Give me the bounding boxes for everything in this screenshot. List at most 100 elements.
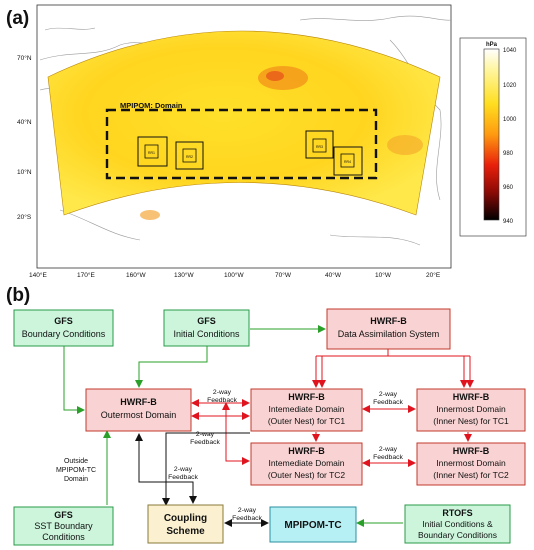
svg-text:RR2: RR2 [186, 155, 193, 159]
gfs-initial-conditions-box: GFS Initial Conditions [163, 309, 250, 347]
low-pressure-area [140, 210, 160, 220]
colorbar-tick: 960 [503, 185, 514, 191]
hwrf-intermediate-tc2-box: HWRF-B Intemediate Domain (Outer Nest) f… [250, 442, 363, 486]
lat-label: 70°N [17, 54, 32, 62]
lat-label: 40°N [17, 118, 32, 126]
svg-text:Scheme: Scheme [166, 526, 205, 537]
mpipom-tc-box: MPIPOM-TC [269, 506, 357, 543]
feedback-label: Feedback [190, 439, 220, 446]
svg-text:Initial Conditions &: Initial Conditions & [422, 519, 493, 529]
feedback-label: 2-way [238, 507, 257, 514]
svg-text:(Inner Nest) for TC2: (Inner Nest) for TC2 [433, 470, 509, 480]
feedback-label: Feedback [207, 397, 237, 404]
colorbar: hPa 1040 1020 1000 980 960 940 [459, 37, 527, 237]
arrow-outer-inter-tc2 [222, 402, 250, 465]
colorbar-tick: 1000 [503, 117, 517, 123]
hwrf-outermost-domain-box: HWRF-B Outermost Domain [85, 388, 192, 432]
svg-text:(Outer Nest) for TC2: (Outer Nest) for TC2 [268, 470, 346, 480]
feedback-label: Feedback [232, 515, 262, 522]
storm-nest-2: RR2 [175, 141, 204, 170]
storm-nest-1: RR1 [137, 136, 168, 167]
lon-labels: 140°E 170°E 160°W 130°W 100°W 70°W 40°W … [29, 271, 441, 279]
svg-text:HWRF-B: HWRF-B [120, 397, 157, 407]
colorbar-scale [483, 48, 500, 221]
svg-text:Intemediate Domain: Intemediate Domain [268, 458, 344, 468]
svg-text:Intemediate Domain: Intemediate Domain [268, 404, 344, 414]
feedback-label: 2-way [213, 389, 232, 396]
hwrf-data-assimilation-box: HWRF-B Data Assimilation System [326, 308, 451, 350]
svg-text:20°E: 20°E [426, 271, 441, 279]
low-pressure-area [387, 135, 423, 155]
svg-text:MPIPOM-TC: MPIPOM-TC [56, 467, 96, 474]
svg-text:GFS: GFS [54, 316, 73, 326]
feedback-label: Feedback [373, 454, 403, 461]
svg-text:RTOFS: RTOFS [442, 508, 472, 518]
hwrf-innermost-tc1-box: HWRF-B Innermost Domain (Inner Nest) for… [416, 388, 526, 432]
svg-text:SST Boundary: SST Boundary [34, 521, 93, 531]
svg-text:170°E: 170°E [77, 271, 95, 279]
svg-text:RR1: RR1 [148, 151, 155, 155]
map-panel: MPIPOM: Domain RR1 RR2 RR3 RR4 70°N 40°N… [17, 4, 527, 279]
svg-text:RR3: RR3 [316, 145, 323, 149]
colorbar-tick: 1040 [503, 48, 517, 54]
svg-text:Innermost Domain: Innermost Domain [436, 458, 506, 468]
svg-text:(Inner Nest) for TC1: (Inner Nest) for TC1 [433, 416, 509, 426]
svg-text:40°W: 40°W [325, 271, 342, 279]
colorbar-unit: hPa [486, 42, 498, 48]
coupling-scheme-box: Coupling Scheme [147, 504, 224, 544]
svg-text:Conditions: Conditions [42, 532, 85, 542]
svg-text:GFS: GFS [197, 316, 216, 326]
svg-text:Outermost Domain: Outermost Domain [101, 410, 177, 420]
arrow-gfs-bc-to-outer [63, 346, 85, 414]
hwrf-innermost-tc2-box: HWRF-B Innermost Domain (Inner Nest) for… [416, 442, 526, 486]
svg-text:HWRF-B: HWRF-B [453, 446, 490, 456]
colorbar-tick: 980 [503, 151, 514, 157]
feedback-labels: 2-way Feedback 2-way Feedback 2-way Feed… [168, 389, 403, 522]
arrow-gfs-ic-to-outer [135, 346, 208, 388]
rtofs-box: RTOFS Initial Conditions & Boundary Cond… [404, 504, 511, 544]
outside-domain-label: Outside MPIPOM-TC Domain [56, 458, 96, 483]
svg-text:Boundary Conditions: Boundary Conditions [418, 530, 497, 540]
svg-text:70°W: 70°W [275, 271, 292, 279]
svg-text:(Outer Nest) for TC1: (Outer Nest) for TC1 [268, 416, 346, 426]
feedback-label: 2-way [379, 391, 398, 398]
svg-text:Innermost Domain: Innermost Domain [436, 404, 506, 414]
flow-arrows [63, 325, 474, 527]
svg-text:HWRF-B: HWRF-B [453, 392, 490, 402]
feedback-label: 2-way [174, 466, 193, 473]
arrow-inter-to-coupling [162, 432, 250, 506]
feedback-label: Feedback [373, 399, 403, 406]
svg-text:Domain: Domain [64, 476, 88, 483]
lat-label: 10°N [17, 168, 32, 176]
svg-text:Coupling: Coupling [164, 513, 207, 524]
hwrf-intermediate-tc1-box: HWRF-B Intemediate Domain (Outer Nest) f… [250, 388, 363, 432]
svg-text:MPIPOM-TC: MPIPOM-TC [284, 520, 341, 531]
svg-text:10°W: 10°W [375, 271, 392, 279]
svg-text:Data Assimilation System: Data Assimilation System [338, 329, 440, 339]
svg-text:HWRF-B: HWRF-B [288, 392, 325, 402]
svg-text:HWRF-B: HWRF-B [288, 446, 325, 456]
svg-text:Boundary Conditions: Boundary Conditions [22, 329, 106, 339]
panel-a-label: (a) [6, 8, 29, 29]
feedback-label: Feedback [168, 474, 198, 481]
svg-text:130°W: 130°W [174, 271, 194, 279]
svg-text:140°E: 140°E [29, 271, 47, 279]
svg-text:GFS: GFS [54, 510, 73, 520]
gfs-sst-boundary-box: GFS SST Boundary Conditions [13, 506, 114, 546]
mpipom-domain-box [105, 108, 378, 180]
pressure-field [47, 30, 441, 216]
feedback-label: 2-way [379, 446, 398, 453]
storm-nest-3: RR3 [305, 130, 334, 159]
svg-text:RR4: RR4 [344, 160, 351, 164]
feedback-label: 2-way [196, 431, 215, 438]
storm-nest-4: RR4 [333, 146, 363, 176]
svg-text:160°W: 160°W [126, 271, 146, 279]
svg-text:Outside: Outside [64, 458, 88, 465]
gfs-boundary-conditions-box: GFS Boundary Conditions [13, 309, 114, 347]
colorbar-tick: 940 [503, 219, 514, 225]
colorbar-tick: 1020 [503, 83, 517, 89]
svg-text:Initial Conditions: Initial Conditions [173, 329, 240, 339]
svg-text:100°W: 100°W [224, 271, 244, 279]
mpipom-domain-label: MPIPOM: Domain [120, 101, 183, 110]
